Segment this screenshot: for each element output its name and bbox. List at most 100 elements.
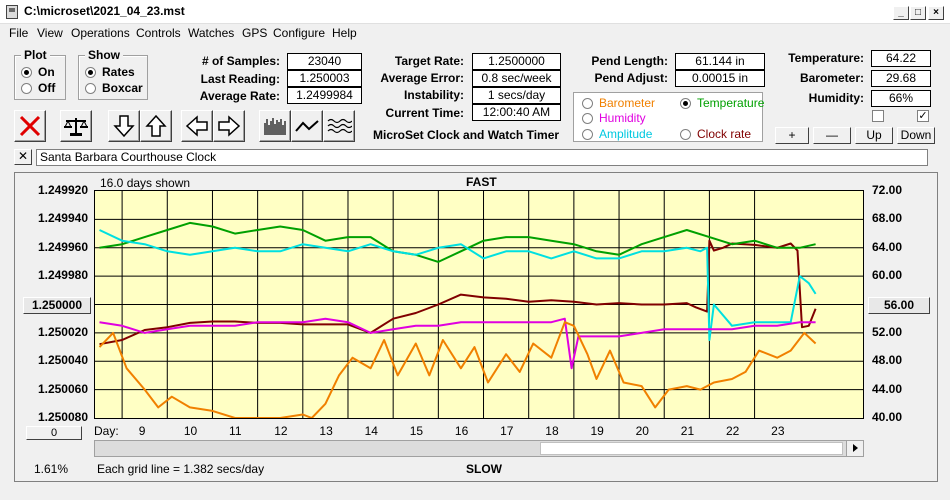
menu-operations[interactable]: Operations <box>71 26 130 40</box>
samples-label: # of Samples: <box>201 54 280 68</box>
barometer-label: Barometer: <box>799 71 864 85</box>
arrow-right-button[interactable] <box>213 110 245 142</box>
horizontal-scrollbar[interactable] <box>94 440 864 457</box>
temperature-label: Temperature: <box>788 51 864 65</box>
left-tick-label: 1.250080 <box>37 410 88 424</box>
close-button[interactable]: × <box>928 6 944 20</box>
scale-plus-button[interactable]: + <box>775 127 809 144</box>
series-line-2 <box>99 229 817 341</box>
bar-graph-button[interactable] <box>259 110 291 142</box>
left-tick-label: 1.249940 <box>37 211 88 226</box>
stop-button[interactable] <box>14 110 46 142</box>
bar-graph-icon <box>264 118 286 135</box>
right-tick-label: 48.00 <box>872 353 903 368</box>
clear-clock-button[interactable]: ✕ <box>14 149 32 165</box>
temperature-radio[interactable]: Temperature <box>680 96 764 110</box>
series-line-1 <box>99 221 816 263</box>
sensor-selector: Barometer Temperature Humidity Amplitude… <box>573 92 764 142</box>
arrow-left-icon <box>185 115 208 137</box>
scroll-right-arrow-icon[interactable] <box>846 441 863 456</box>
arrow-down-button[interactable] <box>108 110 140 142</box>
pend-adjust-field: 0.00015 in <box>675 70 765 87</box>
day-tick-label: 23 <box>771 424 785 438</box>
last-reading-field: 1.250003 <box>287 70 362 87</box>
show-group-label: Show <box>85 48 123 62</box>
average-error-label: Average Error: <box>380 71 464 85</box>
balance-scale-icon <box>64 118 88 136</box>
pend-length-field[interactable]: 61.144 in <box>675 53 765 70</box>
wave-icon <box>327 118 352 134</box>
day-tick-label: 17 <box>500 424 514 438</box>
left-value-box[interactable]: 1.250000 <box>23 297 91 314</box>
target-rate-field[interactable]: 1.2500000 <box>472 53 561 70</box>
app-icon <box>6 5 18 19</box>
menu-help[interactable]: Help <box>332 26 357 40</box>
radio-empty-icon <box>582 128 593 140</box>
grid-note: Each grid line = 1.382 secs/day <box>97 462 265 476</box>
humidity-radio[interactable]: Humidity <box>582 111 646 125</box>
window-title: C:\microset\2021_04_23.mst <box>24 4 185 18</box>
last-reading-label: Last Reading: <box>200 72 280 86</box>
arrow-left-button[interactable] <box>181 110 213 142</box>
pend-length-label: Pend Length: <box>591 54 668 68</box>
show-rates-radio[interactable]: Rates <box>85 65 135 79</box>
menu-configure[interactable]: Configure <box>273 26 326 40</box>
arrow-up-button[interactable] <box>140 110 172 142</box>
line-graph-button[interactable] <box>291 110 323 142</box>
show-boxcar-radio[interactable]: Boxcar <box>85 81 143 95</box>
scale-down-button[interactable]: Down <box>897 127 935 144</box>
plot-group: Plot On Off <box>14 48 66 100</box>
minimize-button[interactable]: _ <box>893 6 909 20</box>
days-shown-label: 16.0 days shown <box>100 176 191 190</box>
day-tick-label: 11 <box>229 424 242 438</box>
menu-view[interactable]: View <box>37 26 63 40</box>
right-checkbox[interactable]: ✓ <box>917 110 929 122</box>
plot-area <box>94 190 864 419</box>
right-tick-label: 44.00 <box>872 381 903 396</box>
wave-graph-button[interactable] <box>323 110 355 142</box>
plot-on-radio[interactable]: On <box>21 65 55 79</box>
left-tick-label: 1.250060 <box>37 381 88 396</box>
pend-adjust-label: Pend Adjust: <box>594 71 668 85</box>
radio-empty-icon <box>85 82 96 94</box>
temperature-field: 64.22 <box>871 50 931 67</box>
left-tick-label: 1.249920 <box>37 183 88 197</box>
balance-button[interactable] <box>60 110 92 142</box>
radio-empty-icon <box>582 112 593 124</box>
chart-svg <box>95 191 863 419</box>
line-graph-icon <box>295 120 319 132</box>
zero-button[interactable]: 0 <box>26 426 82 440</box>
current-time-field: 12:00:40 AM <box>472 104 561 121</box>
day-tick-label: 10 <box>183 424 198 438</box>
menu-controls[interactable]: Controls <box>136 26 181 40</box>
app-heading: MicroSet Clock and Watch Timer <box>373 128 560 142</box>
arrow-right-icon <box>218 115 241 137</box>
scale-minus-button[interactable]: — <box>813 127 851 144</box>
right-tick-label: 68.00 <box>872 211 903 226</box>
left-checkbox[interactable] <box>872 110 884 122</box>
maximize-button[interactable]: □ <box>910 6 926 20</box>
clock-name-field[interactable]: Santa Barbara Courthouse Clock <box>36 149 928 166</box>
samples-field: 23040 <box>287 53 362 70</box>
instability-field: 1 secs/day <box>472 87 561 104</box>
menu-watches[interactable]: Watches <box>188 26 235 40</box>
show-group: Show Rates Boxcar <box>78 48 148 100</box>
scroll-thumb[interactable] <box>540 442 843 455</box>
arrow-down-icon <box>113 115 135 138</box>
slow-label: SLOW <box>466 462 502 476</box>
day-tick-label: 18 <box>545 424 559 438</box>
menu-gps[interactable]: GPS <box>242 26 268 40</box>
average-rate-field: 1.2499984 <box>287 87 362 104</box>
plot-off-radio[interactable]: Off <box>21 81 55 95</box>
scale-up-button[interactable]: Up <box>855 127 893 144</box>
menu-file[interactable]: File <box>9 26 29 40</box>
right-value-box[interactable]: 56.00 <box>868 297 930 314</box>
clock-rate-radio[interactable]: Clock rate <box>680 127 751 141</box>
barometer-radio[interactable]: Barometer <box>582 96 655 110</box>
series-line-4 <box>98 321 817 419</box>
day-tick-label: 20 <box>635 424 649 438</box>
day-tick-label: 12 <box>274 424 288 438</box>
day-tick-label: 21 <box>680 424 695 438</box>
radio-selected-icon <box>680 97 691 109</box>
amplitude-radio[interactable]: Amplitude <box>582 127 652 141</box>
